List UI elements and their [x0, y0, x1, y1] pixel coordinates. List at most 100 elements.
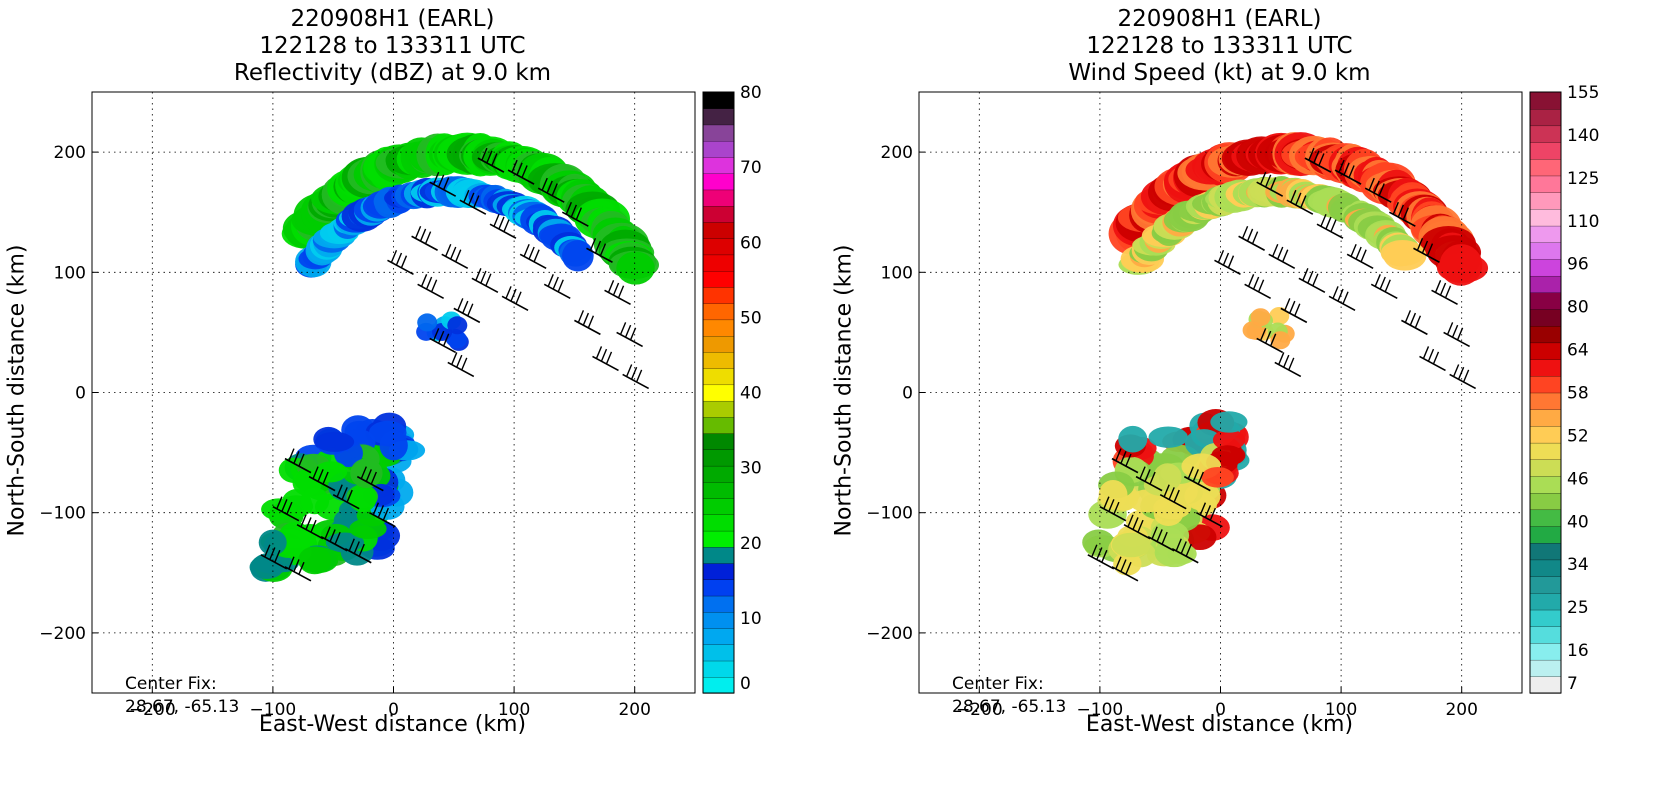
- wind-barb-flag: [565, 201, 572, 215]
- wind-barb-flag: [1168, 487, 1175, 500]
- wind-barb-flag: [475, 268, 482, 281]
- colorbar-swatch: [702, 644, 735, 662]
- colorbar-swatch: [702, 270, 735, 288]
- wind-barb-flag: [1302, 268, 1309, 281]
- wind-barb-flag: [1414, 315, 1422, 329]
- wind-barb-flag: [1187, 466, 1194, 479]
- colorbar-tick-label: 50: [740, 308, 762, 328]
- colorbar-swatch: [1529, 125, 1562, 143]
- wind-barb-flag: [312, 466, 319, 479]
- wind-barb-flag: [1300, 195, 1307, 208]
- wind-barb-flag: [377, 505, 385, 518]
- wind-barb-flag: [516, 162, 523, 176]
- wind-barb-flag: [600, 348, 608, 362]
- wind-barb-flag: [1115, 448, 1122, 461]
- colorbar-swatch: [1529, 325, 1562, 344]
- wind-barb-flag: [1307, 270, 1314, 284]
- chart-title-line3: Reflectivity (dBZ) at 9.0 km: [233, 60, 552, 86]
- wind-barb-flag: [1260, 171, 1267, 185]
- colorbar-swatch: [702, 335, 735, 353]
- wind-barb-flag: [1294, 303, 1301, 317]
- colorbar-swatch: [1529, 108, 1562, 127]
- colorbar-swatch: [1529, 208, 1562, 227]
- wind-barb-flag: [630, 366, 638, 380]
- colorbar-swatch: [1529, 91, 1562, 110]
- colorbar-swatch: [702, 156, 735, 174]
- wind-barb: [477, 157, 505, 173]
- colorbar-swatch: [1529, 642, 1562, 661]
- wind-barb-flag: [1103, 496, 1110, 509]
- wind-barb-flag: [547, 274, 554, 287]
- wind-barb-flag: [1156, 529, 1163, 542]
- colorbar-swatch: [1529, 158, 1562, 177]
- wind-barb-flag: [1277, 246, 1284, 260]
- wind-barb-flag: [353, 541, 360, 554]
- wind-barb-flag: [486, 150, 493, 164]
- wind-barb-flag: [624, 324, 632, 338]
- wind-barb: [1159, 493, 1187, 510]
- colorbar-swatch: [1529, 559, 1562, 577]
- wind-barb-flag: [264, 544, 271, 558]
- wind-barb-flag: [329, 529, 336, 542]
- wind-barb-flag: [1374, 274, 1381, 287]
- wind-barb-flag: [310, 519, 317, 533]
- wind-barb-flag: [635, 369, 643, 383]
- center-fix-value: 28.67, -65.13: [125, 697, 240, 717]
- wind-barb-flag: [552, 276, 559, 290]
- wind-barb: [296, 524, 324, 540]
- colorbar-swatch: [1529, 275, 1562, 293]
- wind-barb-flag: [455, 249, 462, 262]
- wind-barb-flag: [1360, 249, 1367, 262]
- field-cell: [298, 546, 332, 575]
- wind-barb-flag: [1451, 324, 1459, 338]
- colorbar-swatch: [702, 108, 735, 126]
- colorbar-swatch: [702, 140, 735, 158]
- wind-barb: [622, 373, 650, 390]
- wind-barb: [344, 548, 372, 564]
- colorbar-swatch: [1529, 175, 1562, 193]
- wind-barb-flag: [1222, 252, 1230, 266]
- wind-barb-flag: [625, 364, 633, 377]
- wind-barb: [1364, 187, 1392, 203]
- wind-barb-flag: [575, 207, 582, 220]
- wind-barb-flag: [528, 246, 535, 260]
- wind-barb-flag: [1368, 177, 1375, 191]
- field-cell: [417, 313, 438, 332]
- x-tick-label: 100: [1325, 700, 1357, 720]
- wind-barb-flag: [515, 291, 522, 305]
- wind-barb: [1123, 524, 1151, 540]
- y-tick-label: 0: [902, 384, 913, 404]
- colorbar-tick-label: 125: [1567, 169, 1599, 189]
- field-cell: [314, 461, 348, 483]
- colorbar-swatch: [702, 189, 735, 207]
- wind-barb-flag: [1384, 279, 1391, 292]
- wind-barb: [543, 283, 571, 300]
- wind-barb: [1087, 554, 1115, 570]
- wind-barb-flag: [1227, 255, 1235, 268]
- wind-barb-flag: [1161, 531, 1168, 545]
- wind-barb-flag: [1348, 165, 1355, 178]
- colorbar-swatch: [1529, 626, 1562, 644]
- colorbar-swatch: [702, 481, 735, 499]
- wind-barb: [1196, 511, 1223, 528]
- wind-barb-flag: [1416, 237, 1424, 251]
- wind-barb-flag: [1452, 364, 1460, 377]
- wind-barb-flag: [1139, 466, 1146, 479]
- wind-barb: [1370, 283, 1398, 300]
- y-tick-label: −100: [866, 504, 913, 524]
- colorbar-swatch: [1529, 459, 1562, 477]
- chart-title-line1: 220908H1 (EARL): [290, 6, 495, 32]
- wind-barb-flag: [551, 183, 558, 196]
- wind-barb-flag: [1462, 369, 1470, 383]
- field-cell: [1082, 529, 1115, 556]
- wind-barb-flag: [1444, 285, 1452, 298]
- colorbar-swatch: [702, 611, 735, 629]
- colorbar-tick-label: 7: [1567, 674, 1578, 694]
- wind-barb-flag: [505, 286, 512, 299]
- wind-barb: [1111, 457, 1139, 474]
- wind-barb-flag: [577, 310, 585, 323]
- colorbar-swatch: [702, 465, 735, 483]
- wind-barb-flag: [317, 469, 324, 482]
- wind-barb-flag: [1338, 159, 1345, 173]
- colorbar-tick-label: 58: [1567, 384, 1589, 404]
